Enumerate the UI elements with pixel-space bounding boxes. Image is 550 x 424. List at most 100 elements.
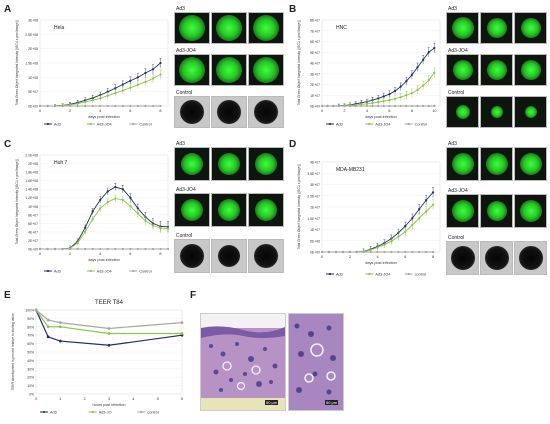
y-tick-label: 6E+07 xyxy=(28,222,38,226)
data-point-control xyxy=(180,321,184,324)
x-tick-label: 6 xyxy=(404,255,406,259)
thumb-row-label-control: Control xyxy=(448,235,465,241)
data-point-ad3-jo xyxy=(46,325,50,329)
data-point-ad3 xyxy=(129,196,132,199)
data-point-control xyxy=(418,250,421,254)
data-point-ad3-jo4 xyxy=(91,217,94,221)
data-point-ad3-jo4 xyxy=(76,102,79,105)
fluorescent-spheroid xyxy=(253,57,279,83)
microscopy-thumbnail xyxy=(211,239,247,273)
microscopy-thumbnail xyxy=(480,12,513,44)
y-tick-label: 0E+00 xyxy=(310,105,320,109)
x-axis-label: days post infection xyxy=(88,258,119,262)
data-point-control xyxy=(348,250,351,254)
data-point-ad3 xyxy=(91,210,94,213)
legend-marker xyxy=(42,410,46,414)
x-tick-label: 5 xyxy=(157,397,159,401)
x-tick-label: 4 xyxy=(99,252,101,256)
legend-label: Ad3 xyxy=(54,122,61,126)
x-tick-label: 0 xyxy=(39,252,41,256)
legend-marker xyxy=(407,272,410,276)
y-tick-label: 1E+07 xyxy=(310,94,320,98)
data-point-ad3-jo4 xyxy=(84,100,87,104)
data-point-ad3 xyxy=(431,191,435,194)
fluorescent-spheroid xyxy=(218,153,240,175)
data-point-control xyxy=(360,104,363,108)
data-point-ad3 xyxy=(404,225,407,228)
y-tick-label: 2.2E+08 xyxy=(25,154,38,158)
data-point-control xyxy=(337,104,340,108)
data-point-control xyxy=(365,104,369,108)
y-tick-label: 1.2E+08 xyxy=(25,196,38,200)
microscopy-thumbnail xyxy=(174,193,210,227)
x-tick-label: 8 xyxy=(411,109,413,113)
data-point-ad3-jo4 xyxy=(129,86,132,89)
data-point-ad3-jo4 xyxy=(410,92,414,95)
microscopy-thumbnail xyxy=(248,12,284,44)
data-point-control xyxy=(425,250,428,254)
data-point-ad3-jo4 xyxy=(388,98,391,102)
y-tick-label: 10% xyxy=(27,384,34,388)
data-point-control xyxy=(388,104,391,108)
legend-label: control xyxy=(415,272,427,276)
fluorescent-spheroid xyxy=(451,17,474,39)
data-point-control xyxy=(121,104,124,108)
y-tick-label: 4E+07 xyxy=(28,230,38,234)
data-point-control xyxy=(332,104,335,108)
y-tick-label: 0E+00 xyxy=(28,105,38,109)
microscopy-thumbnail xyxy=(446,96,479,128)
legend-marker xyxy=(91,410,94,414)
data-point-ad3 xyxy=(433,46,436,50)
y-tick-label: 3E+07 xyxy=(310,183,320,187)
data-point-ad3 xyxy=(416,66,419,69)
spheroid xyxy=(484,246,509,270)
spheroid xyxy=(254,100,278,124)
data-point-ad3-jo4 xyxy=(76,241,79,245)
microscopy-thumbnail xyxy=(174,147,210,181)
data-point-ad3-jo xyxy=(58,325,62,329)
data-point-control xyxy=(427,104,430,108)
thumb-row-label-control: Control xyxy=(176,90,193,96)
data-point-control xyxy=(38,247,42,251)
data-point-control xyxy=(129,247,132,251)
fluorescent-spheroid xyxy=(452,60,473,80)
y-axis-label: Total Green Object Integrated Intensity … xyxy=(297,164,301,249)
chart-title: Huh 7 xyxy=(54,160,68,166)
data-point-ad3 xyxy=(106,190,109,193)
chart-title: TEER T84 xyxy=(95,300,124,306)
x-tick-label: 8 xyxy=(432,255,434,259)
data-point-control xyxy=(355,250,358,254)
legend-marker xyxy=(132,269,135,273)
microscopy-thumbnail xyxy=(174,96,210,128)
histology-detail-drawing xyxy=(289,314,343,410)
y-tick-label: 4E+07 xyxy=(310,161,320,165)
fluorescent-spheroid xyxy=(486,60,507,80)
fluorescent-spheroid xyxy=(520,18,541,38)
data-point-ad3 xyxy=(114,185,117,189)
microscopy-thumbnail xyxy=(174,54,210,86)
data-point-ad3-jo4 xyxy=(369,248,372,252)
microscopy-thumbnail xyxy=(514,12,547,44)
thumb-row-label-ad3jo4: Ad3-JO4 xyxy=(448,48,468,54)
data-point-ad3 xyxy=(425,199,428,202)
data-point-control xyxy=(334,250,337,254)
data-point-ad3-jo4 xyxy=(390,240,393,243)
legend-marker xyxy=(46,269,50,273)
panel-letter-b: B xyxy=(289,4,297,15)
legend-marker xyxy=(46,122,50,126)
chart-huh7: 0E+00 2E+07 4E+07 6E+07 8E+07 1E+08 1.2E+08 1.4… xyxy=(15,154,170,273)
microscopy-thumbnail xyxy=(248,239,284,273)
legend-label: Control xyxy=(139,269,151,273)
microscopy-thumbnail xyxy=(248,147,284,181)
microscopy-grid-hnc: Ad3 Ad3-JO4 Control xyxy=(446,6,550,134)
panel-letter-a: A xyxy=(4,4,12,15)
data-point-control xyxy=(144,247,147,251)
data-point-ad3-jo4 xyxy=(383,243,386,246)
data-point-control xyxy=(121,247,124,251)
data-point-ad3 xyxy=(107,343,111,347)
microscopy-thumbnail xyxy=(248,54,284,86)
microscopy-thumbnail xyxy=(514,54,547,86)
data-point-control xyxy=(399,104,402,108)
y-tick-label: 5E+06 xyxy=(310,239,320,243)
x-tick-label: 6 xyxy=(388,109,390,113)
